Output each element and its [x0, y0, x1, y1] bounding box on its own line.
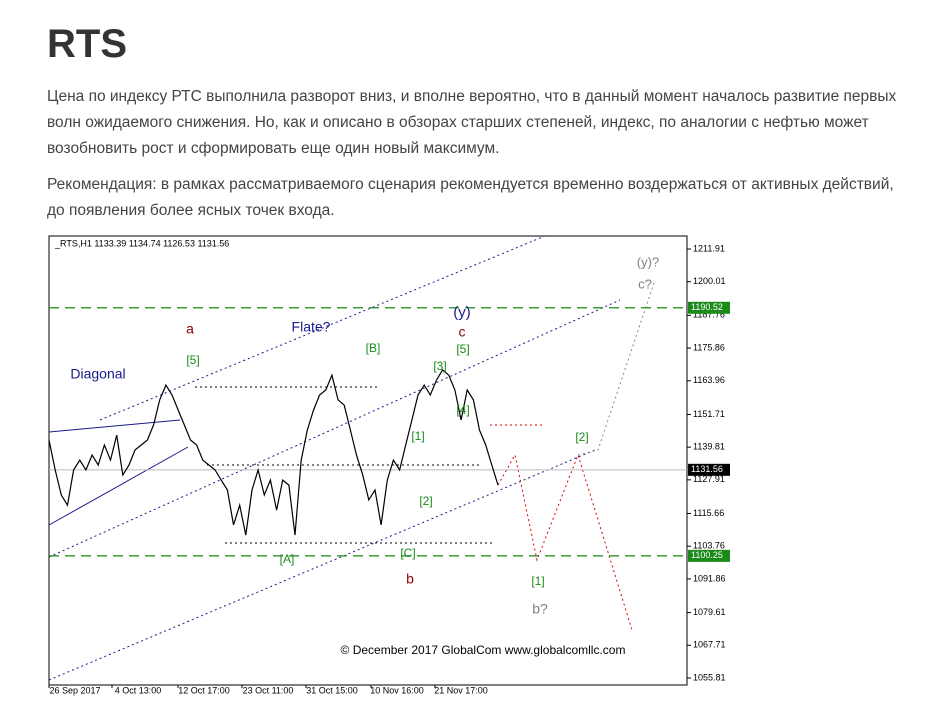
y-tick-label: 1091.86	[693, 573, 726, 583]
projection	[497, 453, 633, 631]
x-tick-label: 10 Nov 16:00	[370, 685, 424, 695]
y-tick-label: 1079.61	[693, 607, 726, 617]
x-tick-label: 4 Oct 13:00	[115, 685, 162, 695]
x-tick-label: 23 Oct 11:00	[243, 685, 294, 695]
level-guide	[195, 386, 492, 544]
y-tick-label: 1187.76	[693, 310, 725, 320]
x-tick-label: 26 Sep 2017	[49, 685, 100, 695]
annotation: © December 2017 GlobalCom www.globalcoml…	[341, 643, 626, 657]
annotation: Flate?	[292, 319, 331, 335]
x-tick-label: 31 Oct 15:00	[306, 685, 358, 695]
annotation: b?	[532, 601, 548, 617]
annotation: [1]	[411, 429, 424, 443]
annotation: c	[459, 324, 466, 340]
level-box	[688, 549, 730, 562]
annotation: [B]	[366, 341, 381, 355]
annotation: [2]	[575, 430, 588, 444]
annotation: [2]	[419, 494, 432, 508]
diagonal	[48, 419, 189, 526]
y-tick-label: 1067.71	[693, 640, 726, 650]
annotation: [C]	[400, 546, 415, 560]
annotation: [5]	[456, 342, 469, 356]
y-tick-label: 1127.91	[693, 474, 725, 484]
y-tick-label: 1115.66	[693, 508, 724, 518]
paragraph: Рекомендация: в рамках рассматриваемого …	[47, 176, 894, 219]
channel	[48, 235, 621, 681]
price-line	[48, 368, 499, 536]
annotation: [5]	[186, 353, 199, 367]
y-tick-label: 1211.91	[693, 243, 725, 253]
x-tick-label: 21 Nov 17:00	[434, 685, 488, 695]
annotation: [3]	[433, 359, 446, 373]
y-tick-label: 1200.01	[693, 276, 726, 286]
y-tick-label: 1151.71	[693, 409, 725, 419]
y-tick-label: 1103.76	[693, 541, 725, 551]
annotation: Diagonal	[70, 366, 125, 382]
y-tick-label: 1163.96	[693, 375, 725, 385]
annotation: [A]	[280, 552, 295, 566]
y-tick-label: 1055.81	[693, 672, 726, 682]
x-tick-label: 12 Oct 17:00	[178, 685, 230, 695]
y-tick-label: 1175.86	[693, 342, 725, 352]
annotation: (y)?	[637, 254, 659, 269]
annotation: c?	[638, 276, 652, 291]
symbol-info: _RTS,H1 1133.39 1134.74 1126.53 1131.56	[54, 238, 229, 248]
annotation: a	[186, 321, 194, 337]
level-box	[688, 463, 730, 476]
title: RTS	[47, 22, 127, 66]
level-label: 1131.56	[691, 464, 723, 474]
projection-alt	[577, 279, 656, 456]
y-tick-label: 1139.81	[693, 442, 725, 452]
paragraph: Цена по индексу РТС выполнила разворот в…	[47, 88, 897, 157]
annotation: b	[406, 571, 414, 587]
annotation: [1]	[531, 574, 544, 588]
level-box	[688, 301, 730, 314]
chart-frame	[48, 235, 688, 686]
annotation: (y)	[453, 304, 471, 321]
annotation: [4]	[456, 403, 469, 417]
level-label: 1190.52	[691, 302, 723, 312]
level-label: 1100.25	[691, 550, 723, 560]
